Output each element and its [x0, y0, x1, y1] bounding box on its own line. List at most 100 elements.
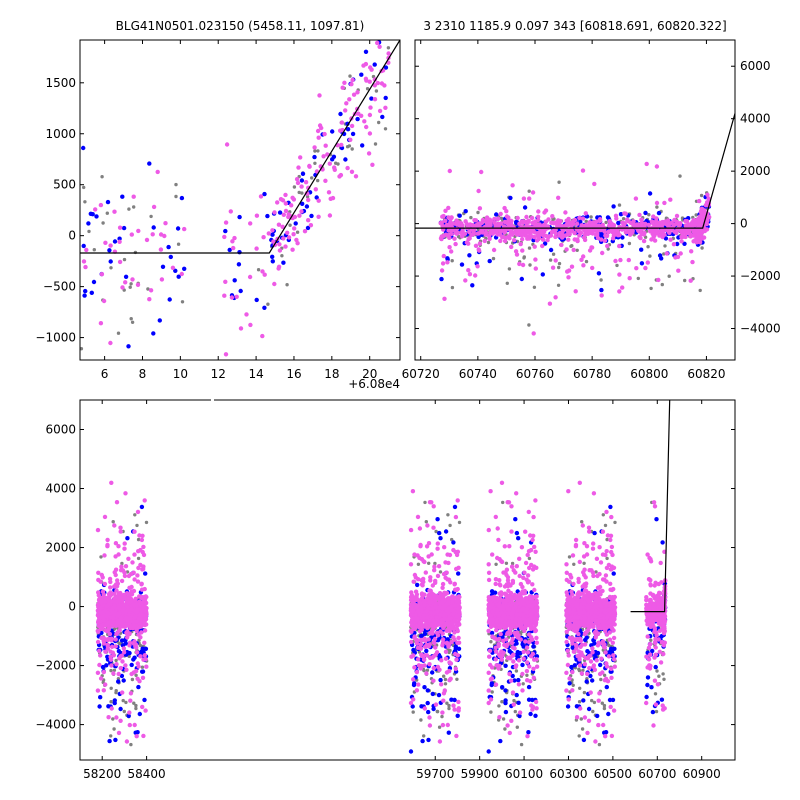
axes-frame-top-left	[79, 39, 401, 361]
data-point-magenta	[419, 652, 424, 657]
data-point-magenta	[459, 230, 464, 236]
data-point-magenta	[342, 80, 347, 86]
data-point-grey	[109, 686, 113, 690]
data-point-magenta	[327, 161, 332, 166]
data-point-grey	[657, 674, 661, 678]
data-point-magenta	[536, 217, 541, 223]
x-tick-label: 16	[286, 367, 301, 381]
y-tick-label: 500	[53, 178, 76, 192]
data-point-grey	[548, 258, 553, 262]
data-point-magenta	[479, 169, 484, 175]
data-point-magenta	[620, 285, 625, 290]
data-point-magenta	[109, 623, 114, 628]
data-point-blue	[345, 127, 351, 132]
data-point-magenta	[113, 554, 118, 559]
data-point-grey	[427, 561, 431, 565]
data-point-magenta	[559, 242, 564, 248]
data-point-magenta	[531, 331, 536, 336]
data-point-magenta	[110, 650, 116, 655]
data-point-blue	[430, 670, 435, 675]
data-point-grey	[297, 190, 301, 195]
data-point-grey	[100, 175, 104, 179]
data-point-grey	[557, 265, 561, 270]
data-point-magenta	[445, 260, 450, 265]
data-point-magenta	[417, 526, 423, 531]
data-point-magenta	[159, 277, 165, 282]
data-point-grey	[557, 180, 561, 184]
data-point-magenta	[624, 217, 630, 222]
data-point-magenta	[473, 273, 478, 278]
data-point-magenta	[442, 296, 447, 301]
data-point-magenta	[479, 220, 484, 226]
data-point-magenta	[127, 722, 132, 728]
data-point-magenta	[228, 209, 233, 214]
data-point-magenta	[530, 220, 535, 226]
data-point-magenta	[135, 573, 140, 578]
data-point-blue	[113, 737, 118, 743]
data-point-magenta	[454, 226, 459, 232]
data-point-magenta	[283, 192, 288, 198]
data-point-magenta	[530, 190, 536, 195]
data-point-magenta	[144, 237, 150, 243]
data-point-magenta	[108, 615, 114, 620]
data-point-magenta	[283, 208, 289, 214]
data-point-magenta	[108, 579, 113, 585]
data-point-magenta	[155, 169, 160, 175]
data-point-magenta	[439, 236, 444, 242]
data-point-magenta	[566, 237, 571, 242]
data-point-magenta	[512, 230, 518, 235]
data-point-blue	[262, 305, 267, 310]
data-point-magenta	[119, 578, 125, 584]
data-point-magenta	[135, 282, 141, 287]
data-point-magenta	[302, 229, 308, 234]
data-point-magenta	[295, 180, 301, 186]
data-point-grey	[602, 706, 607, 711]
data-point-blue	[650, 648, 655, 654]
data-point-magenta	[543, 208, 549, 213]
data-point-magenta	[617, 289, 622, 294]
data-point-blue	[299, 178, 305, 183]
data-point-blue	[519, 276, 524, 282]
data-point-magenta	[321, 154, 326, 159]
data-point-grey	[519, 742, 524, 747]
data-point-blue	[355, 116, 360, 122]
data-point-blue	[611, 571, 616, 576]
data-point-magenta	[520, 237, 525, 242]
data-point-magenta	[408, 562, 414, 567]
data-point-magenta	[582, 232, 588, 237]
data-point-magenta	[112, 523, 117, 528]
data-point-grey	[450, 259, 454, 263]
data-point-magenta	[693, 218, 698, 224]
data-point-magenta	[316, 198, 321, 203]
data-point-grey	[348, 74, 352, 78]
data-point-magenta	[108, 590, 113, 595]
data-point-magenta	[564, 218, 569, 223]
data-point-grey	[300, 191, 304, 195]
data-point-blue	[112, 239, 118, 244]
data-point-magenta	[116, 621, 122, 626]
data-point-blue	[330, 157, 335, 162]
data-point-blue	[463, 209, 468, 214]
data-point-blue	[590, 678, 595, 683]
data-point-magenta	[345, 165, 350, 171]
data-point-magenta	[675, 254, 681, 260]
data-point-grey	[133, 513, 137, 517]
data-point-magenta	[112, 591, 117, 596]
data-point-blue	[492, 590, 498, 595]
data-point-magenta	[260, 333, 265, 339]
data-point-blue	[520, 662, 525, 668]
data-point-blue	[663, 236, 669, 241]
y-tick-label: 6000	[740, 59, 771, 73]
data-point-blue	[112, 698, 118, 703]
data-point-magenta	[81, 259, 87, 264]
data-point-blue	[567, 681, 572, 686]
data-point-blue	[486, 749, 491, 754]
data-point-magenta	[317, 93, 322, 98]
data-point-blue	[647, 191, 653, 196]
data-point-grey	[111, 717, 115, 721]
data-point-magenta	[99, 272, 105, 277]
data-point-blue	[639, 247, 644, 252]
data-point-blue	[513, 517, 518, 522]
data-point-magenta	[234, 294, 239, 299]
data-point-magenta	[101, 298, 107, 304]
